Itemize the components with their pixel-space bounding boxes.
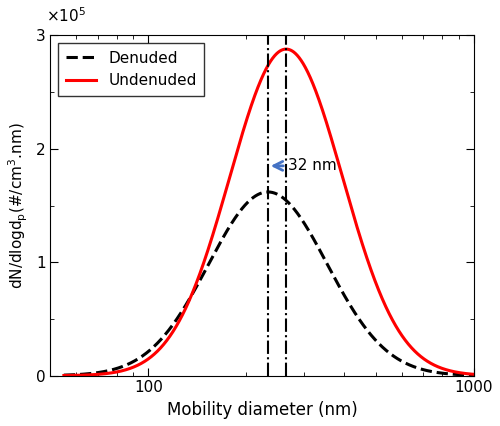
Denuded bbox=[142, 351, 148, 357]
Denuded bbox=[61, 373, 67, 378]
X-axis label: Mobility diameter (nm): Mobility diameter (nm) bbox=[166, 401, 358, 419]
Y-axis label: dN/dlogd$_\mathrm{p}$(#/cm$^3$.nm): dN/dlogd$_\mathrm{p}$(#/cm$^3$.nm) bbox=[7, 122, 30, 289]
Line: Undenuded: Undenuded bbox=[64, 49, 500, 376]
Undenuded bbox=[260, 72, 266, 77]
Denuded bbox=[114, 366, 120, 371]
Undenuded bbox=[61, 373, 67, 378]
Denuded bbox=[260, 190, 266, 195]
Line: Denuded: Denuded bbox=[64, 192, 500, 376]
Text: $\times10^5$: $\times10^5$ bbox=[46, 6, 86, 25]
Denuded bbox=[469, 373, 475, 378]
Text: 32 nm: 32 nm bbox=[288, 158, 337, 173]
Undenuded bbox=[283, 46, 289, 52]
Denuded bbox=[240, 205, 246, 210]
Undenuded bbox=[114, 369, 120, 374]
Legend: Denuded, Undenuded: Denuded, Undenuded bbox=[58, 43, 204, 96]
Denuded bbox=[265, 190, 271, 195]
Undenuded bbox=[142, 359, 148, 364]
Undenuded bbox=[240, 129, 246, 134]
Undenuded bbox=[469, 371, 475, 377]
